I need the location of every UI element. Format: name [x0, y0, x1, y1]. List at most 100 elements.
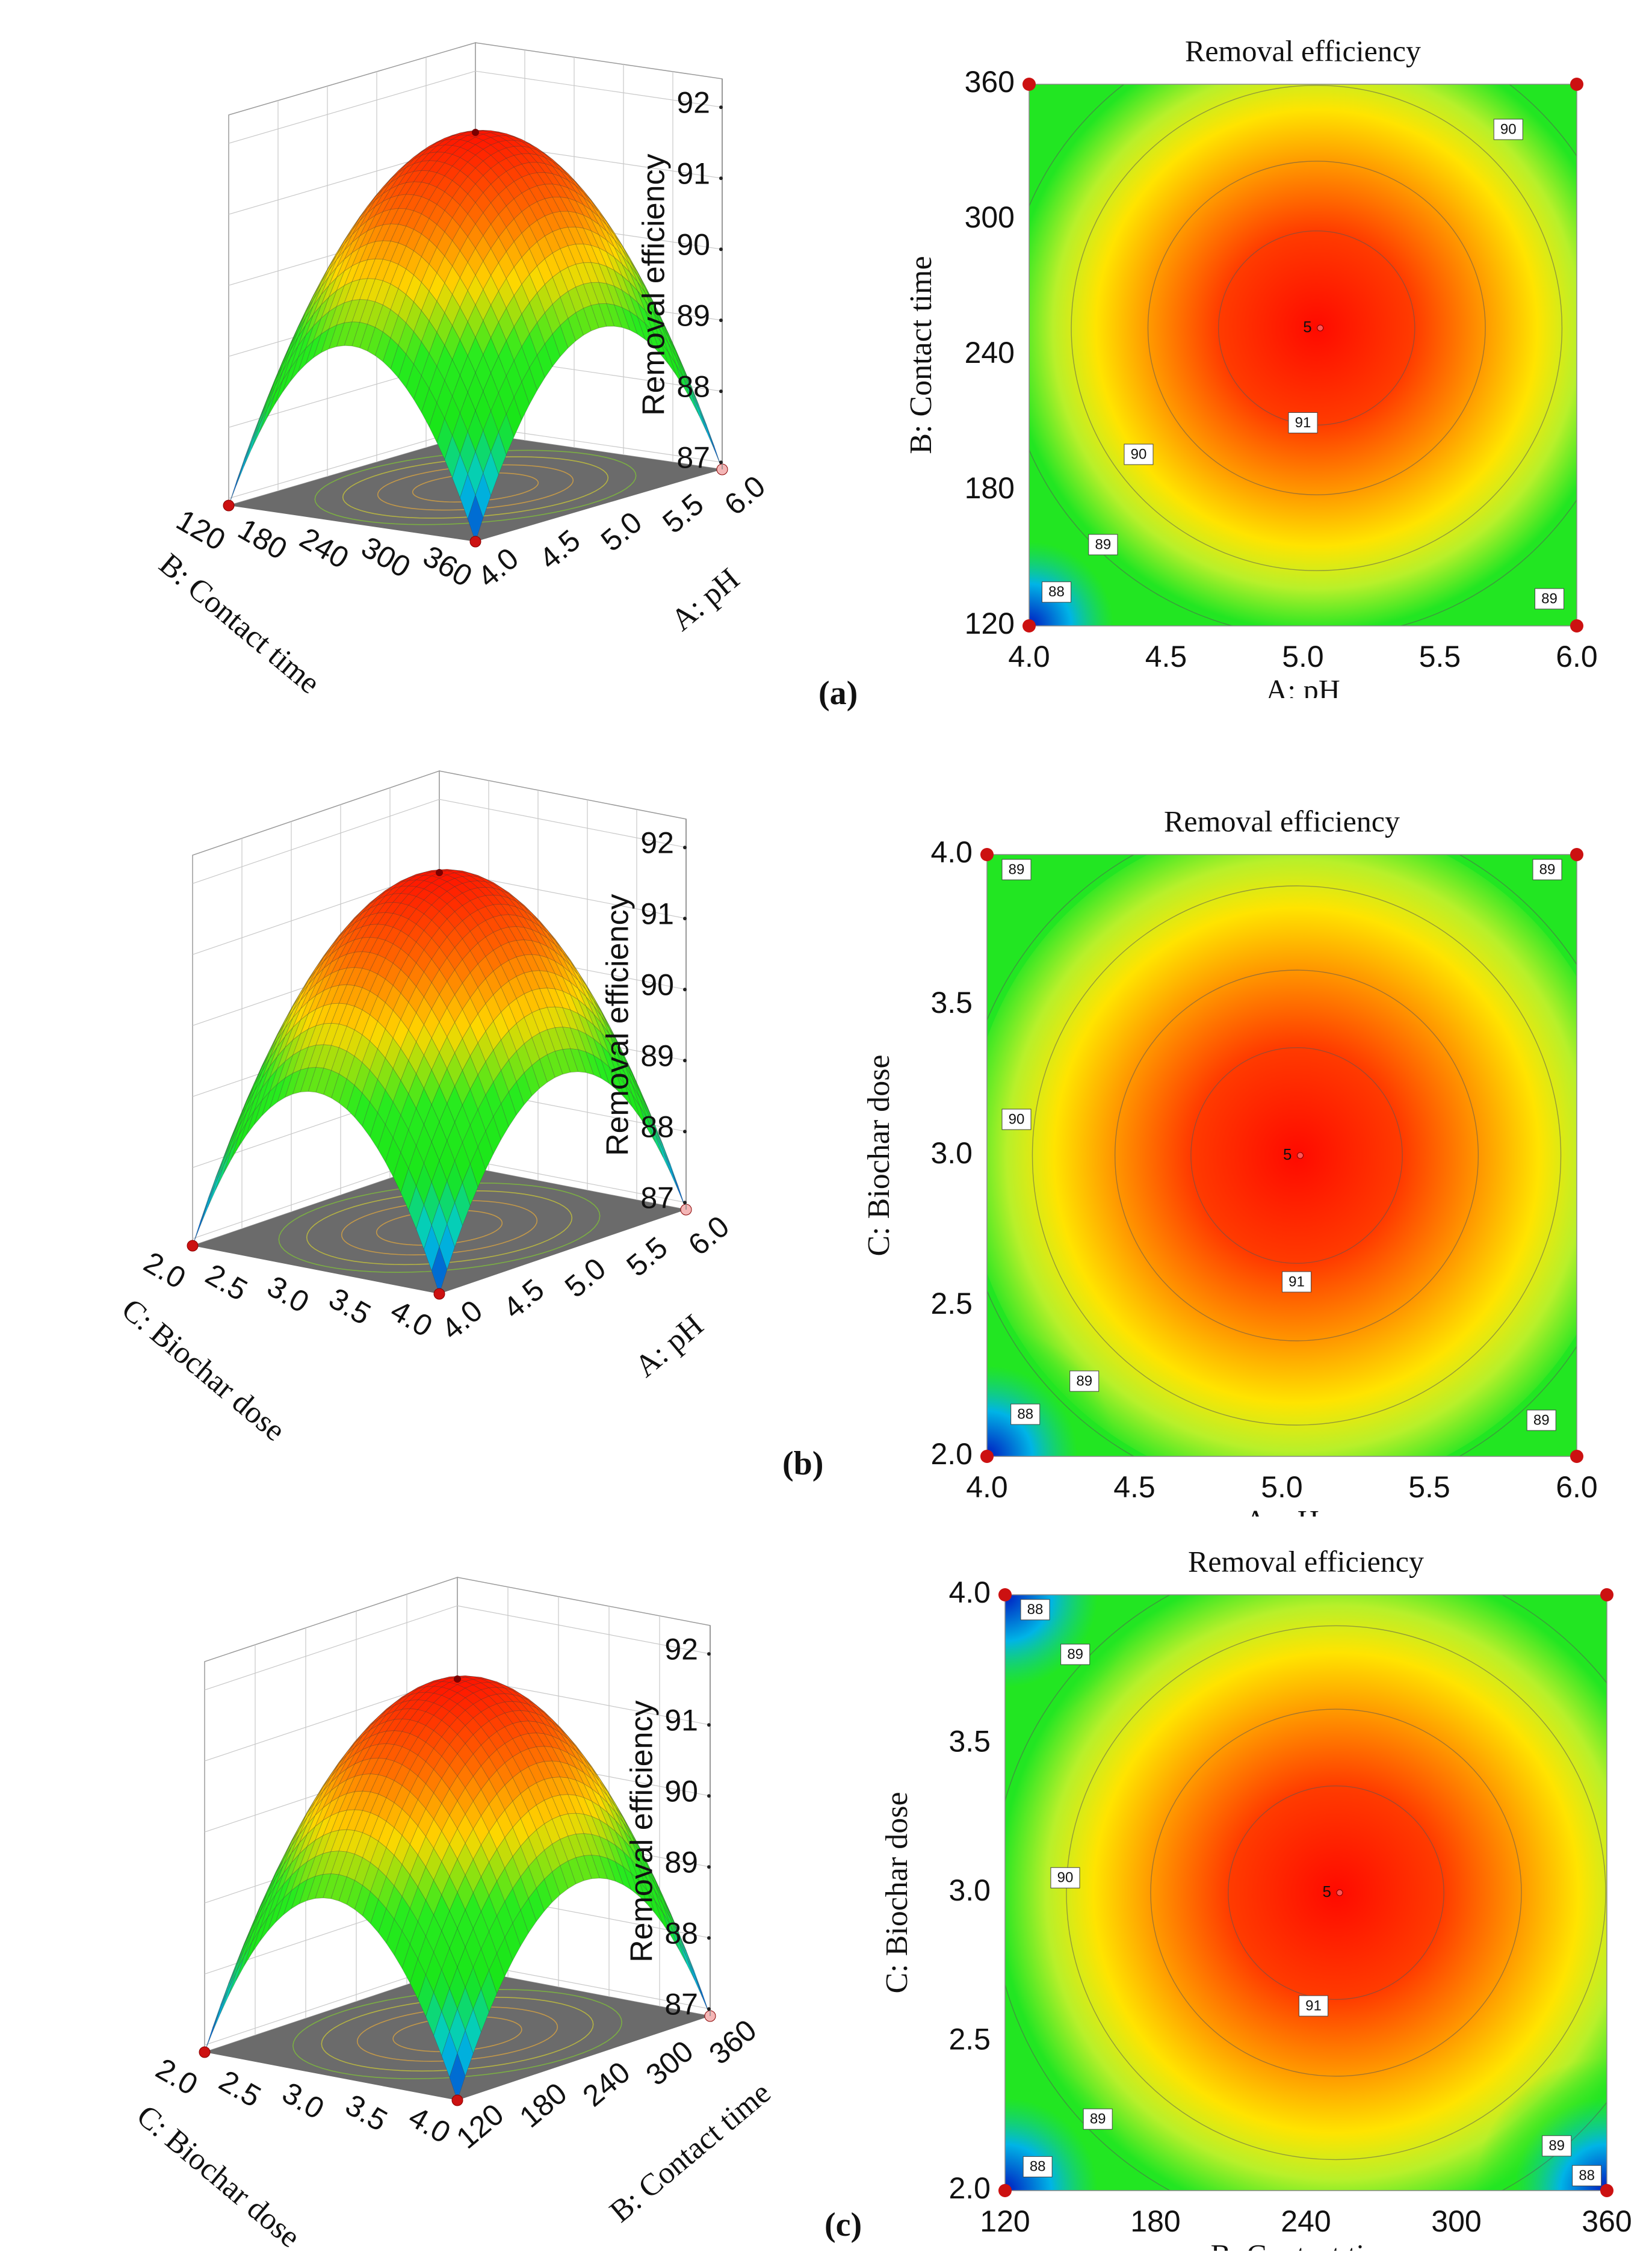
c-surface-surface-cell — [678, 1935, 695, 1975]
c-surface-surface-cell — [370, 1868, 387, 1900]
b-contour-y-tick-label: 3.5 — [930, 986, 973, 1019]
a-contour-plot-area — [1029, 84, 1577, 626]
c-contour-y-tick-label: 2.0 — [948, 2171, 991, 2205]
c-surface-y-tick-label: 180 — [513, 2076, 574, 2135]
c-surface-surface-cell — [631, 1848, 648, 1879]
c-contour-design-point — [1600, 1588, 1613, 1601]
a-surface-surface-cell — [321, 259, 337, 288]
a-surface-surface-cell — [428, 172, 445, 188]
a-surface-peak-marker — [472, 129, 479, 136]
c-surface-surface-cell — [654, 1901, 671, 1936]
c-surface-surface-cell — [497, 1784, 513, 1811]
b-surface-y-tick-label: 5.5 — [620, 1230, 673, 1283]
c-surface-surface-cell — [346, 1760, 364, 1781]
a-surface-design-point — [223, 500, 235, 512]
b-surface-surface-cell — [431, 911, 448, 929]
b-surface-surface-cell — [400, 1029, 417, 1062]
b-surface-surface-cell — [647, 1119, 663, 1158]
c-surface-surface-cell — [401, 1692, 419, 1703]
b-contour-level-label-box — [1069, 1370, 1100, 1392]
b-contour-design-point — [980, 848, 994, 861]
a-surface-surface-cell — [660, 316, 676, 350]
a-contour-center-marker — [1317, 324, 1324, 332]
c-surface-surface-cell — [536, 1761, 553, 1780]
b-contour-y-tick-label: 2.0 — [930, 1437, 973, 1471]
a-surface-z-tick-mark — [719, 176, 723, 181]
c-surface-surface-cell — [401, 1688, 418, 1699]
a-contour-design-point — [1570, 78, 1583, 91]
a-contour-frame — [1029, 84, 1577, 626]
c-surface-surface-cell — [528, 1829, 545, 1858]
c-surface-x-axis-label: C: Biochar dose — [130, 2099, 306, 2254]
c-surface-surface-cell — [631, 1834, 648, 1866]
c-surface-surface-cell — [559, 1761, 577, 1781]
b-contour-level-label: 89 — [1533, 1412, 1550, 1428]
b-surface-surface-cell — [531, 912, 548, 930]
b-surface-floor-contour — [278, 1183, 601, 1273]
b-contour-x-tick-label: 6.0 — [1556, 1470, 1598, 1504]
b-surface-surface-cell — [431, 897, 448, 912]
c-surface-z-tick-mark — [707, 1652, 711, 1656]
c-contour-level-label-box — [1020, 1599, 1050, 1621]
c-surface-x-tick-label: 3.0 — [277, 2076, 330, 2126]
a-surface-z-tick-label: 90 — [676, 227, 710, 261]
c-surface-surface-cell — [528, 1804, 545, 1831]
b-contour-level-label-box — [1001, 859, 1032, 880]
b-surface-x-axis-label: C: Biochar dose — [115, 1292, 291, 1444]
c-surface-surface-cell — [401, 1733, 418, 1751]
panel-label-a: (a) — [818, 675, 858, 712]
c-surface-z-tick-label: 89 — [664, 1845, 698, 1879]
a-surface-z-tick-mark — [719, 247, 723, 252]
c-surface-surface-cell — [528, 1782, 545, 1805]
c-surface-surface-cell — [536, 1733, 553, 1748]
b-contour-level-label: 89 — [1076, 1373, 1092, 1389]
c-surface-surface-cell — [259, 1907, 276, 1942]
b-surface-surface-cell — [439, 903, 456, 920]
c-contour-y-tick-label: 4.0 — [948, 1576, 991, 1609]
c-contour-level-label: 88 — [1579, 2168, 1595, 2184]
b-surface-surface-cell — [331, 1047, 347, 1075]
a-surface-floor-contour — [342, 456, 609, 519]
a-surface-surface-cell — [498, 413, 515, 456]
a-surface-z-tick-mark — [719, 105, 723, 110]
c-surface-surface-cell — [252, 1917, 268, 1953]
a-contour-y-tick-label: 360 — [965, 65, 1015, 99]
a-contour-heat — [1029, 84, 1577, 626]
c-surface-surface-cell — [504, 1922, 521, 1961]
b-surface-surface-cell — [238, 1083, 255, 1119]
b-surface-surface-cell — [370, 1112, 386, 1149]
c-surface-surface-cell — [306, 1873, 324, 1901]
c-surface-surface-cell — [465, 1891, 481, 1929]
a-contour-level-label: 91 — [1295, 415, 1311, 431]
c-surface-surface-cell — [401, 1816, 418, 1845]
b-surface-surface-cell — [492, 887, 510, 898]
c-contour-level-label: 90 — [1057, 1870, 1074, 1886]
c-surface-surface-cell — [631, 1831, 648, 1863]
b-surface-surface-cell — [285, 1019, 301, 1048]
c-surface-surface-cell — [433, 1830, 450, 1863]
a-surface-surface-cell — [699, 409, 715, 451]
b-surface-z-tick-mark — [683, 988, 687, 992]
a-contour-x-tick-label: 6.0 — [1556, 640, 1598, 673]
c-contour-x-tick-label: 360 — [1582, 2204, 1632, 2238]
c-contour-center-marker — [1336, 1889, 1343, 1896]
c-surface-surface-cell — [323, 1873, 339, 1899]
b-surface-y-tick-label: 5.0 — [558, 1251, 612, 1304]
a-surface-z-tick-label: 91 — [676, 156, 710, 190]
a-surface-y-tick-label: 6.0 — [718, 469, 772, 522]
c-surface-y-tick-label: 240 — [577, 2055, 637, 2114]
c-surface-surface-cell — [536, 1707, 552, 1723]
c-contour-level-label: 88 — [1030, 2159, 1046, 2175]
a-surface-surface-cell — [475, 289, 492, 321]
b-surface-surface-cell — [377, 1057, 394, 1090]
c-surface-surface-cell — [306, 1835, 324, 1863]
b-contour-heat — [987, 855, 1577, 1456]
a-contour-level-label-box — [1088, 534, 1118, 555]
b-surface-y-tick-label: 6.0 — [682, 1209, 735, 1262]
a-contour-level-label: 89 — [1095, 536, 1111, 552]
c-contour-x-tick-label: 240 — [1281, 2204, 1331, 2238]
c-surface-z-axis-label: Removal efficiency — [625, 1700, 660, 1962]
a-surface-z-tick-label: 92 — [676, 85, 710, 119]
b-surface-surface-cell — [238, 1100, 255, 1136]
b-surface-z-tick-label: 89 — [640, 1039, 674, 1072]
